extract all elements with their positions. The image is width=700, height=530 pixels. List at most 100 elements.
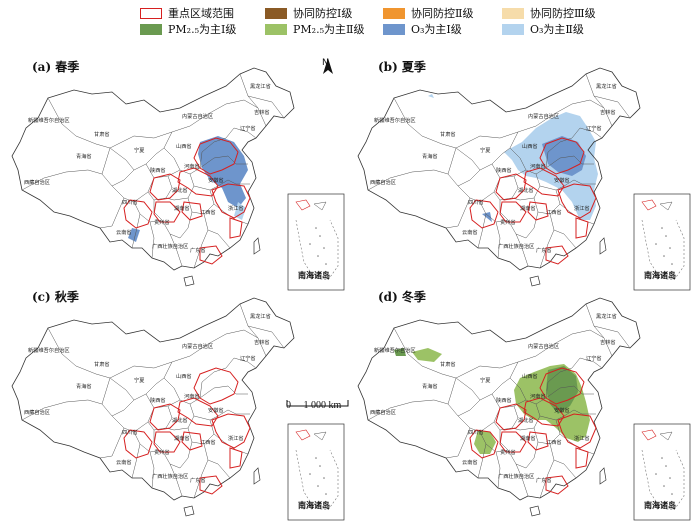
label-hunan: 湖南省 bbox=[520, 204, 536, 212]
label-jilin: 吉林省 bbox=[600, 108, 616, 116]
label-zhejiang: 浙江省 bbox=[228, 204, 244, 212]
label-guangdong: 广东省 bbox=[536, 246, 552, 254]
legend: 重点区域范围 协同防控Ⅰ级 协同防控Ⅱ级 协同防控Ⅲ级 PM₂.₅为主Ⅰ级 PM… bbox=[0, 0, 700, 44]
label-neimenggu: 内蒙古自治区 bbox=[528, 342, 559, 350]
map-panel-winter: 新疆维吾尔自治区 西藏自治区 青海省 甘肃省 内蒙古自治区 黑龙江省 吉林省 辽… bbox=[350, 282, 692, 530]
map-panel-summer: 新疆维吾尔自治区 西藏自治区 青海省 甘肃省 内蒙古自治区 黑龙江省 吉林省 辽… bbox=[350, 52, 692, 300]
label-anhui: 安徽省 bbox=[554, 176, 570, 184]
taiwan-island bbox=[599, 237, 607, 255]
label-jiangxi: 江西省 bbox=[546, 438, 562, 446]
label-jilin: 吉林省 bbox=[254, 338, 270, 346]
label-hunan: 湖南省 bbox=[520, 434, 536, 442]
label-hubei: 湖北省 bbox=[518, 416, 534, 424]
label-guizhou: 贵州省 bbox=[500, 218, 516, 226]
china-map: 新疆维吾尔自治区 西藏自治区 青海省 甘肃省 内蒙古自治区 黑龙江省 吉林省 辽… bbox=[357, 67, 691, 291]
o3-level-2-area bbox=[234, 202, 246, 220]
legend-swatch bbox=[383, 7, 405, 19]
legend-label: O₃为主Ⅰ级 bbox=[411, 23, 462, 36]
label-shaanxi: 陕西省 bbox=[150, 396, 166, 404]
hainan-island bbox=[183, 505, 195, 517]
legend-label: 协同防控Ⅰ级 bbox=[293, 7, 353, 20]
label-hubei: 湖北省 bbox=[172, 186, 188, 194]
label-neimenggu: 内蒙古自治区 bbox=[528, 112, 559, 120]
label-guangdong: 广东省 bbox=[190, 246, 206, 254]
legend-swatch bbox=[265, 7, 287, 19]
legend-label: 重点区域范围 bbox=[168, 7, 234, 20]
label-zhejiang: 浙江省 bbox=[574, 204, 590, 212]
label-qinghai: 青海省 bbox=[422, 382, 438, 390]
label-zhejiang: 浙江省 bbox=[228, 434, 244, 442]
map-panel-autumn: 新疆维吾尔自治区 西藏自治区 青海省 甘肃省 内蒙古自治区 黑龙江省 吉林省 辽… bbox=[4, 282, 349, 530]
legend-item-o3-2: O₃为主Ⅱ级 bbox=[502, 22, 584, 36]
label-yunnan: 云南省 bbox=[462, 228, 478, 236]
label-guangxi: 广西壮族自治区 bbox=[152, 242, 188, 250]
label-xinjiang: 新疆维吾尔自治区 bbox=[28, 116, 70, 124]
legend-item-key-region: 重点区域范围 bbox=[140, 6, 234, 20]
label-liaoning: 辽宁省 bbox=[586, 354, 602, 362]
o3-level-2-area bbox=[428, 94, 434, 98]
panel-label: (b) 夏季 bbox=[378, 60, 426, 74]
label-heilongjiang: 黑龙江省 bbox=[596, 82, 617, 90]
label-shanxi: 山西省 bbox=[176, 372, 192, 380]
scale-bar-line bbox=[286, 400, 349, 407]
label-xizang: 西藏自治区 bbox=[370, 178, 396, 186]
hainan-island bbox=[529, 275, 541, 287]
label-hubei: 湖北省 bbox=[172, 416, 188, 424]
label-shanxi: 山西省 bbox=[522, 142, 538, 150]
label-jiangxi: 江西省 bbox=[200, 208, 216, 216]
china-map: 新疆维吾尔自治区 西藏自治区 青海省 甘肃省 内蒙古自治区 黑龙江省 吉林省 辽… bbox=[11, 297, 345, 521]
label-jiangxi: 江西省 bbox=[546, 208, 562, 216]
legend-swatch bbox=[265, 23, 287, 35]
label-henan: 河南省 bbox=[184, 162, 200, 170]
label-sichuan: 四川省 bbox=[122, 198, 138, 206]
north-arrow: N bbox=[322, 58, 333, 74]
label-zhejiang: 浙江省 bbox=[574, 434, 590, 442]
label-shanxi: 山西省 bbox=[522, 372, 538, 380]
label-yunnan: 云南省 bbox=[462, 458, 478, 466]
legend-item-pm25-2: PM₂.₅为主Ⅱ级 bbox=[265, 22, 364, 36]
legend-item-o3-1: O₃为主Ⅰ级 bbox=[383, 22, 462, 36]
label-gansu: 甘肃省 bbox=[94, 130, 110, 138]
label-guizhou: 贵州省 bbox=[500, 448, 516, 456]
label-shanxi: 山西省 bbox=[176, 142, 192, 150]
label-anhui: 安徽省 bbox=[554, 406, 570, 414]
label-qinghai: 青海省 bbox=[76, 382, 92, 390]
o3-level-1-area bbox=[482, 212, 492, 222]
label-sichuan: 四川省 bbox=[122, 428, 138, 436]
label-heilongjiang: 黑龙江省 bbox=[596, 312, 617, 320]
legend-label: PM₂.₅为主Ⅱ级 bbox=[293, 23, 365, 36]
label-heilongjiang: 黑龙江省 bbox=[250, 312, 271, 320]
label-liaoning: 辽宁省 bbox=[240, 354, 256, 362]
map-panel-spring: 新疆维吾尔自治区 西藏自治区 青海省 甘肃省 内蒙古自治区 黑龙江省 吉林省 辽… bbox=[4, 52, 346, 300]
label-hunan: 湖南省 bbox=[174, 434, 190, 442]
inset-label: 南海诸岛 bbox=[298, 500, 330, 510]
label-xizang: 西藏自治区 bbox=[370, 408, 396, 416]
south-china-sea-inset bbox=[287, 423, 345, 521]
label-guizhou: 贵州省 bbox=[154, 448, 170, 456]
taiwan-island bbox=[599, 467, 607, 485]
label-yunnan: 云南省 bbox=[116, 228, 132, 236]
label-neimenggu: 内蒙古自治区 bbox=[182, 342, 213, 350]
label-guangxi: 广西壮族自治区 bbox=[498, 472, 534, 480]
inset-label: 南海诸岛 bbox=[644, 270, 676, 280]
label-guangxi: 广西壮族自治区 bbox=[498, 242, 534, 250]
legend-item-coop-1: 协同防控Ⅰ级 bbox=[265, 6, 352, 20]
label-xinjiang: 新疆维吾尔自治区 bbox=[374, 116, 416, 124]
label-sichuan: 四川省 bbox=[468, 198, 484, 206]
legend-item-coop-3: 协同防控Ⅲ级 bbox=[502, 6, 596, 20]
label-liaoning: 辽宁省 bbox=[240, 124, 256, 132]
label-gansu: 甘肃省 bbox=[94, 360, 110, 368]
label-xinjiang: 新疆维吾尔自治区 bbox=[374, 346, 416, 354]
legend-swatch bbox=[140, 23, 162, 35]
pm25-level-2-area bbox=[412, 348, 442, 362]
north-arrow-icon bbox=[323, 58, 333, 74]
label-ningxia: 宁夏 bbox=[480, 146, 491, 154]
label-jilin: 吉林省 bbox=[600, 338, 616, 346]
legend-item-coop-2: 协同防控Ⅱ级 bbox=[383, 6, 473, 20]
south-china-sea-inset bbox=[633, 423, 691, 521]
label-shaanxi: 陕西省 bbox=[150, 166, 166, 174]
legend-label: 协同防控Ⅲ级 bbox=[530, 7, 596, 20]
label-qinghai: 青海省 bbox=[76, 152, 92, 160]
label-xizang: 西藏自治区 bbox=[24, 408, 50, 416]
o3-level-1-area bbox=[128, 228, 140, 242]
